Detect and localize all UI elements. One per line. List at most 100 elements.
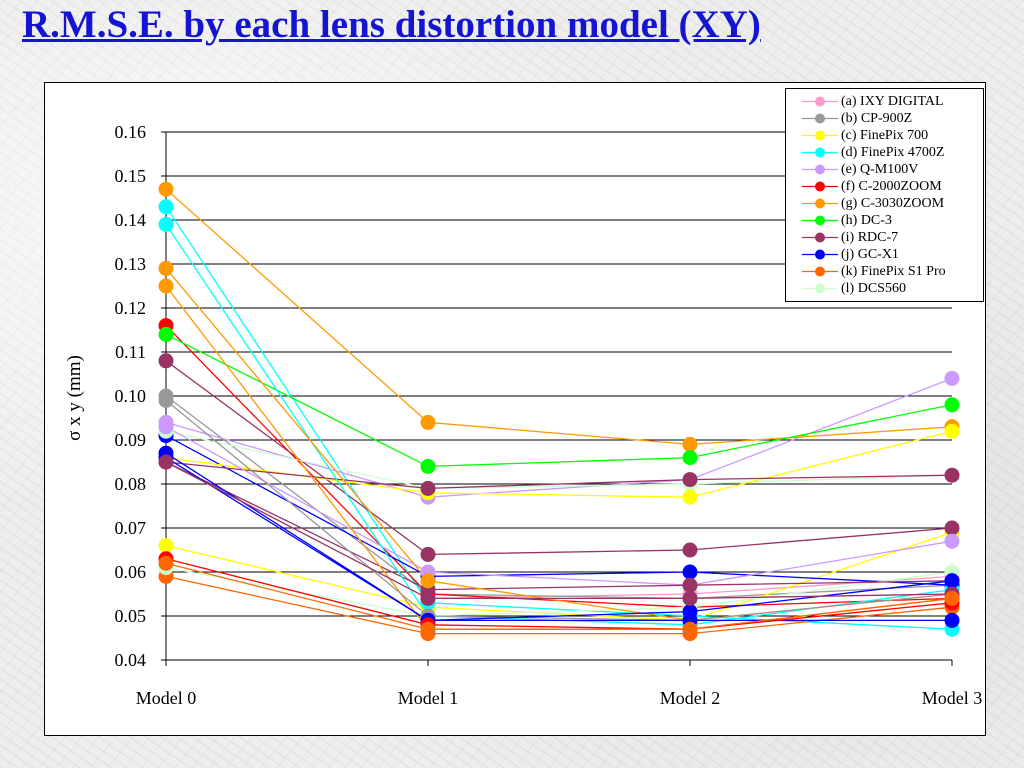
legend-entry: (d) FinePix 4700Z	[786, 144, 983, 161]
data-point	[944, 612, 960, 628]
legend-label: (k) FinePix S1 Pro	[841, 264, 946, 279]
y-tick-label: 0.15	[115, 166, 147, 186]
data-point	[944, 533, 960, 549]
y-tick-label: 0.09	[115, 430, 147, 450]
data-point	[682, 542, 698, 558]
data-point	[158, 278, 174, 294]
data-point	[420, 590, 436, 606]
legend-marker-icon	[802, 113, 838, 124]
legend-label: (g) C-3030ZOOM	[841, 196, 945, 211]
y-tick-label: 0.04	[115, 650, 147, 670]
y-tick-label: 0.06	[115, 562, 147, 582]
data-point	[420, 458, 436, 474]
legend-entry: (e) Q-M100V	[786, 161, 983, 178]
data-point	[682, 577, 698, 593]
data-point	[682, 472, 698, 488]
data-point	[158, 392, 174, 408]
y-tick-label: 0.08	[115, 474, 147, 494]
legend-entry: (j) GC-X1	[786, 246, 983, 263]
series-line	[165, 206, 953, 630]
series-line	[165, 452, 952, 622]
data-point	[682, 564, 698, 580]
series-line	[165, 430, 953, 490]
y-axis-label: σ x y (mm)	[64, 355, 85, 441]
legend-label: (b) CP-900Z	[841, 111, 913, 126]
data-point	[158, 326, 174, 342]
data-point	[682, 450, 698, 466]
legend-marker-icon	[802, 198, 838, 209]
data-point	[158, 181, 174, 197]
data-point	[158, 199, 174, 215]
legend-marker-icon	[802, 232, 838, 243]
series-line	[165, 461, 953, 591]
legend-entry: (f) C-2000ZOOM	[786, 178, 983, 195]
legend-marker-icon	[802, 249, 838, 260]
legend-label: (j) GC-X1	[841, 247, 899, 262]
series-line	[165, 566, 953, 617]
series-line	[165, 188, 953, 446]
data-point	[420, 480, 436, 496]
legend-entry: (i) RDC-7	[786, 229, 983, 246]
data-point	[158, 353, 174, 369]
data-point	[158, 260, 174, 276]
legend-marker-icon	[802, 130, 838, 141]
series-line	[165, 562, 953, 630]
x-tick-label: Model 2	[660, 688, 721, 708]
data-point	[944, 397, 960, 413]
data-point	[682, 489, 698, 505]
legend-label: (i) RDC-7	[841, 230, 899, 245]
legend-marker-icon	[802, 147, 838, 158]
series-line	[165, 461, 953, 600]
series-line	[165, 333, 953, 468]
legend-marker-icon	[802, 283, 838, 294]
series-line	[165, 461, 953, 490]
legend-entry: (g) C-3030ZOOM	[786, 195, 983, 212]
y-tick-label: 0.05	[115, 606, 147, 626]
y-tick-label: 0.11	[115, 342, 146, 362]
data-point	[158, 454, 174, 470]
data-point	[420, 621, 436, 637]
data-point	[158, 419, 174, 435]
x-tick-label: Model 0	[136, 688, 197, 708]
data-point	[682, 621, 698, 637]
data-point	[944, 467, 960, 483]
data-point	[158, 555, 174, 571]
legend-label: (l) DCS560	[841, 281, 906, 296]
y-tick-label: 0.16	[115, 122, 147, 142]
x-tick-label: Model 1	[398, 688, 459, 708]
legend-marker-icon	[802, 96, 838, 107]
legend-marker-icon	[802, 181, 838, 192]
data-point	[158, 216, 174, 232]
legend-entry: (h) DC-3	[786, 212, 983, 229]
legend-entry: (k) FinePix S1 Pro	[786, 263, 983, 280]
data-point	[420, 546, 436, 562]
legend-marker-icon	[802, 215, 838, 226]
series-line	[165, 531, 953, 622]
data-point	[420, 414, 436, 430]
data-point	[944, 423, 960, 439]
y-tick-label: 0.12	[115, 298, 147, 318]
x-tick-label: Model 3	[922, 688, 983, 708]
y-tick-label: 0.14	[115, 210, 147, 230]
legend-label: (c) FinePix 700	[841, 128, 929, 143]
data-point	[682, 590, 698, 606]
legend-label: (a) IXY DIGITAL	[841, 94, 944, 109]
series-line	[165, 395, 953, 600]
data-point	[944, 590, 960, 606]
data-point	[944, 370, 960, 386]
data-point	[682, 604, 698, 620]
series-line	[165, 325, 953, 608]
page-title: R.M.S.E. by each lens distortion model (…	[22, 3, 761, 46]
y-tick-label: 0.07	[115, 518, 147, 538]
legend-marker-icon	[802, 164, 838, 175]
series-line	[165, 435, 953, 586]
legend-label: (d) FinePix 4700Z	[841, 145, 945, 160]
legend-entry: (a) IXY DIGITAL	[786, 93, 983, 110]
y-tick-label: 0.13	[115, 254, 147, 274]
legend-entry: (l) DCS560	[786, 280, 983, 297]
data-point	[944, 573, 960, 589]
series-line	[165, 399, 953, 622]
legend-label: (e) Q-M100V	[841, 162, 919, 177]
data-point	[944, 520, 960, 536]
